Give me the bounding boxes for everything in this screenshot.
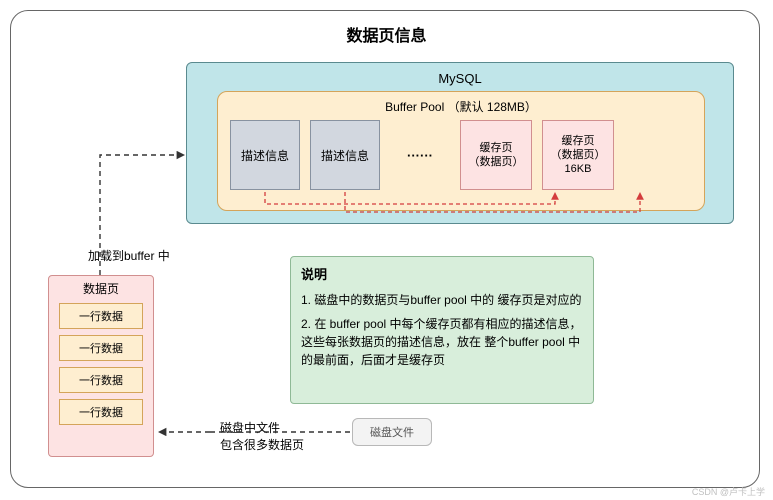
disk-file-label: 磁盘中文件 包含很多数据页 [220,420,310,454]
data-page-title: 数据页 [49,280,153,297]
desc-info-box-1: 描述信息 [230,120,300,190]
watermark: CSDN @卢卡上学 [692,485,765,498]
data-row: 一行数据 [59,399,143,425]
cache1-l1: 缓存页 [480,141,513,155]
cache2-l3: 16KB [565,162,592,176]
diagram-title: 数据页信息 [0,22,773,46]
data-page-container: 数据页 一行数据 一行数据 一行数据 一行数据 [48,275,154,457]
desc-info-box-2: 描述信息 [310,120,380,190]
cache2-l1: 缓存页 [562,134,595,148]
explain-p2: 2. 在 buffer pool 中每个缓存页都有相应的描述信息，这些每张数据页… [301,315,583,369]
buffer-pool-items: 描述信息 描述信息 ······ 缓存页 （数据页） 缓存页 （数据页） 16K… [230,120,692,190]
cache1-l2: （数据页） [469,155,524,169]
disk-file-box: 磁盘文件 [352,418,432,446]
cache-page-box-2: 缓存页 （数据页） 16KB [542,120,614,190]
cache-page-box-1: 缓存页 （数据页） [460,120,532,190]
data-row: 一行数据 [59,367,143,393]
mysql-container: MySQL Buffer Pool （默认 128MB） 描述信息 描述信息 ·… [186,62,734,224]
data-row: 一行数据 [59,335,143,361]
explain-panel: 说明 1. 磁盘中的数据页与buffer pool 中的 缓存页是对应的 2. … [290,256,594,404]
mysql-label: MySQL [187,71,733,86]
buffer-pool-label: Buffer Pool （默认 128MB） [218,98,704,115]
explain-p1: 1. 磁盘中的数据页与buffer pool 中的 缓存页是对应的 [301,291,583,309]
load-to-buffer-label: 加载到buffer 中 [88,247,170,264]
ellipsis: ······ [390,148,450,163]
explain-title: 说明 [301,265,583,285]
buffer-pool-container: Buffer Pool （默认 128MB） 描述信息 描述信息 ······ … [217,91,705,211]
cache2-l2: （数据页） [551,148,606,162]
data-row: 一行数据 [59,303,143,329]
